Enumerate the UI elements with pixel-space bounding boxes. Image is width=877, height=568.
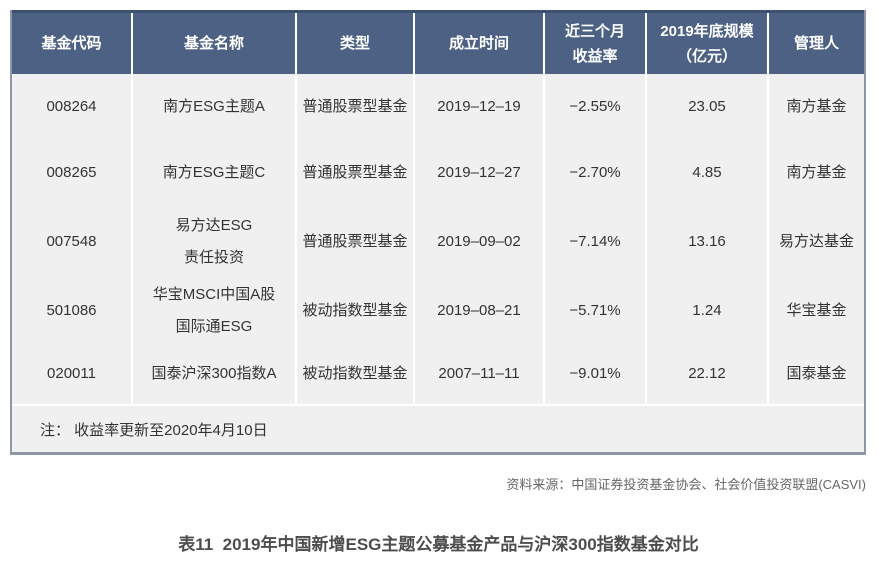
header-2019-scale: 2019年底规模 （亿元） xyxy=(647,13,769,74)
cell-3m-return: −9.01% xyxy=(545,344,647,404)
cell-fund-type: 被动指数型基金 xyxy=(297,278,415,344)
cell-fund-code: 007548 xyxy=(12,206,133,278)
table-body: 008264 南方ESG主题A 普通股票型基金 2019–12–19 −2.55… xyxy=(12,74,864,404)
cell-fund-type: 被动指数型基金 xyxy=(297,344,415,404)
cell-fund-name: 易方达ESG 责任投资 xyxy=(133,206,297,278)
table-caption: 表11 2019年中国新增ESG主题公募基金产品与沪深300指数基金对比 xyxy=(178,535,699,554)
header-fund-name: 基金名称 xyxy=(133,13,297,74)
header-inception-date: 成立时间 xyxy=(415,13,545,74)
cell-inception-date: 2019–12–27 xyxy=(415,140,545,206)
header-manager: 管理人 xyxy=(793,35,839,52)
cell-fund-type: 普通股票型基金 xyxy=(297,140,415,206)
cell-inception-date: 2019–08–21 xyxy=(415,278,545,344)
cell-manager: 国泰基金 xyxy=(786,365,847,382)
cell-fund-name: 华宝MSCI中国A股 国际通ESG xyxy=(133,278,297,344)
cell-3m-return: −2.70% xyxy=(545,140,647,206)
table-row: 007548 易方达ESG 责任投资 普通股票型基金 2019–09–02 −7… xyxy=(12,206,864,278)
table-row: 008265 南方ESG主题C 普通股票型基金 2019–12–27 −2.70… xyxy=(12,140,864,206)
cell-fund-code: 501086 xyxy=(12,278,133,344)
cell-manager: 南方基金 xyxy=(786,164,847,181)
cell-2019-scale: 23.05 xyxy=(647,74,769,140)
cell-2019-scale: 1.24 xyxy=(647,278,769,344)
cell-inception-date: 2007–11–11 xyxy=(415,344,545,404)
cell-2019-scale: 4.85 xyxy=(647,140,769,206)
cell-fund-code: 008265 xyxy=(12,140,133,206)
cell-2019-scale: 13.16 xyxy=(647,206,769,278)
cell-3m-return: −2.55% xyxy=(545,74,647,140)
data-source-line: 资料来源：中国证券投资基金协会、社会价值投资联盟(CASVI) xyxy=(506,477,866,492)
cell-fund-name: 南方ESG主题A xyxy=(133,74,297,140)
table-note: 注： 收益率更新至2020年4月10日 xyxy=(40,421,268,439)
cell-inception-date: 2019–09–02 xyxy=(415,206,545,278)
header-fund-type: 类型 xyxy=(297,13,415,74)
cell-manager: 华宝基金 xyxy=(786,302,847,319)
table-row: 008264 南方ESG主题A 普通股票型基金 2019–12–19 −2.55… xyxy=(12,74,864,140)
cell-fund-code: 008264 xyxy=(12,74,133,140)
cell-fund-type: 普通股票型基金 xyxy=(297,206,415,278)
table-row: 501086 华宝MSCI中国A股 国际通ESG 被动指数型基金 2019–08… xyxy=(12,278,864,344)
cell-fund-name: 南方ESG主题C xyxy=(133,140,297,206)
header-fund-code: 基金代码 xyxy=(12,13,133,74)
cell-fund-code: 020011 xyxy=(12,344,133,404)
cell-manager: 易方达基金 xyxy=(778,233,854,250)
cell-3m-return: −7.14% xyxy=(545,206,647,278)
cell-3m-return: −5.71% xyxy=(545,278,647,344)
cell-inception-date: 2019–12–19 xyxy=(415,74,545,140)
table-header-row: 基金代码 基金名称 类型 成立时间 近三个月 收益率 2019年底规模 （亿元）… xyxy=(12,10,864,74)
cell-fund-type: 普通股票型基金 xyxy=(297,74,415,140)
cell-manager: 南方基金 xyxy=(786,98,847,115)
header-3m-return: 近三个月 收益率 xyxy=(545,13,647,74)
table-note-row: 注： 收益率更新至2020年4月10日 xyxy=(12,404,864,452)
table-row: 020011 国泰沪深300指数A 被动指数型基金 2007–11–11 −9.… xyxy=(12,344,864,404)
fund-comparison-table: 基金代码 基金名称 类型 成立时间 近三个月 收益率 2019年底规模 （亿元）… xyxy=(10,10,866,455)
cell-2019-scale: 22.12 xyxy=(647,344,769,404)
cell-fund-name: 国泰沪深300指数A xyxy=(133,344,297,404)
